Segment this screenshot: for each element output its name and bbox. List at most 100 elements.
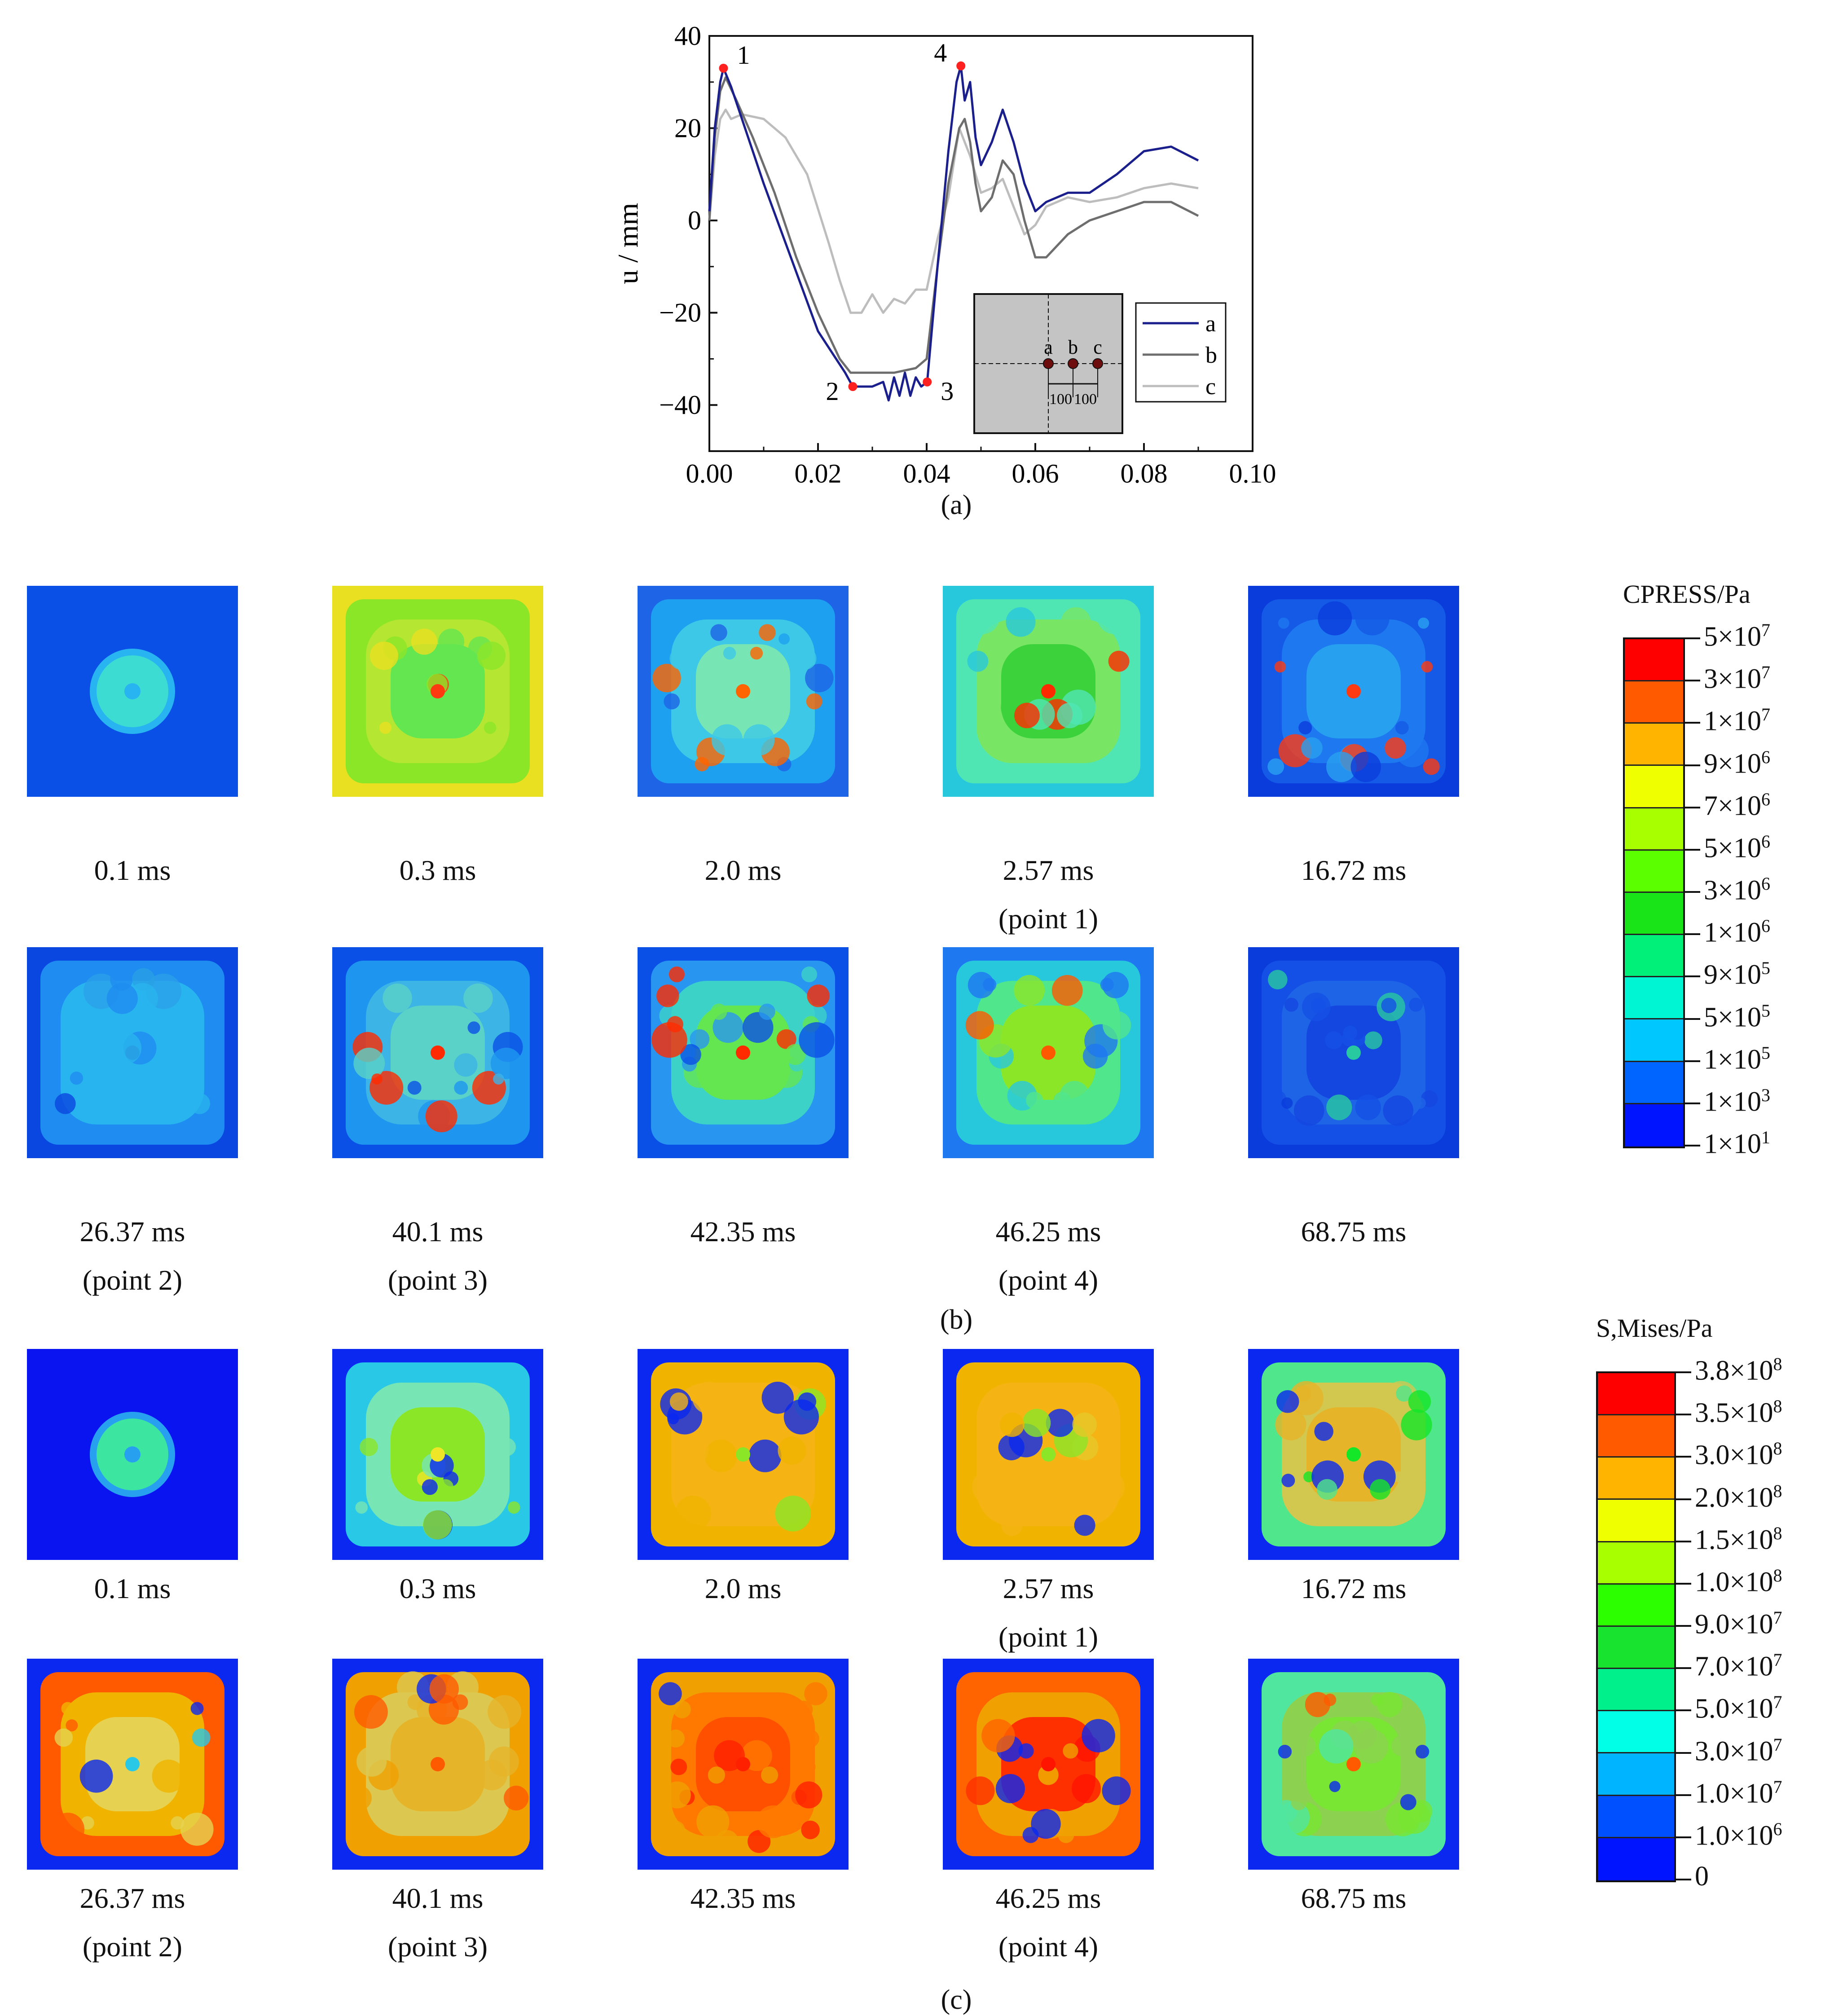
time-caption-line: 0.3 ms <box>399 854 476 886</box>
legend-value: 3.8×108 <box>1695 1353 1782 1387</box>
legend-value: 2.0×108 <box>1695 1480 1782 1514</box>
contour-patch <box>692 1381 725 1414</box>
contour-patch <box>656 984 679 1007</box>
legend-value-base: 7×10 <box>1704 791 1761 821</box>
contour-patch <box>189 1093 210 1114</box>
contour-patch <box>181 1072 195 1085</box>
contour-patch <box>1293 1095 1324 1126</box>
time-caption: 0.1 ms <box>7 1564 258 1613</box>
legend-swatch <box>1598 1415 1674 1458</box>
contour-tile <box>638 1659 849 1870</box>
time-caption: 40.1 ms (point 3) <box>312 1874 563 1971</box>
legend-value: 9×105 <box>1704 957 1770 991</box>
point-label: 2 <box>826 377 839 406</box>
legend-value-base: 1×10 <box>1704 1086 1761 1117</box>
contour-patch <box>1319 1729 1354 1764</box>
contour-patch <box>493 1073 504 1085</box>
contour-center <box>431 684 445 698</box>
contour-patch <box>995 1774 1025 1803</box>
contour-patch <box>1329 1781 1341 1792</box>
contour-plot <box>27 1659 238 1870</box>
legend-value: 1×106 <box>1704 915 1770 949</box>
contour-patch <box>667 1729 685 1748</box>
contour-patch <box>407 1080 422 1095</box>
contour-tile <box>27 586 238 797</box>
legend-value: 3.0×108 <box>1695 1438 1782 1471</box>
legend-value-exponent: 6 <box>1761 874 1770 894</box>
legend-swatch <box>1625 808 1683 851</box>
contour-patch <box>1278 1744 1292 1759</box>
contour-patch <box>696 1805 730 1838</box>
contour-patch <box>477 641 506 670</box>
legend-value: 1×101 <box>1704 1127 1770 1160</box>
contour-center <box>1041 684 1056 698</box>
time-caption-line: (point 3) <box>387 1264 488 1296</box>
contour-tile <box>638 1349 849 1560</box>
point-marker <box>848 382 858 391</box>
legend-value-exponent: 5 <box>1761 958 1770 979</box>
contour-plot <box>943 947 1154 1158</box>
contour-patch <box>1298 721 1312 735</box>
contour-patch <box>711 1003 727 1020</box>
time-caption: 42.35 ms <box>617 1874 869 1923</box>
contour-patch <box>353 1047 385 1079</box>
legend-value-base: 1×10 <box>1704 917 1761 948</box>
contour-tile <box>332 1349 543 1560</box>
legend-value: 1.0×106 <box>1695 1818 1782 1852</box>
contour-tile <box>1248 947 1459 1158</box>
contour-patch <box>429 1674 459 1704</box>
legend-tick <box>1676 1414 1691 1416</box>
legend-tick <box>1676 1836 1691 1838</box>
time-caption-line: 46.25 ms <box>995 1216 1101 1247</box>
contour-patch <box>1281 1474 1295 1487</box>
legend-value: 1.5×108 <box>1695 1523 1782 1556</box>
contour-patch <box>806 693 822 710</box>
legend-tick <box>1676 1582 1691 1585</box>
contour-plot <box>638 947 849 1158</box>
contour-patch <box>488 1695 522 1729</box>
contour-patch <box>1408 1390 1431 1413</box>
contour-tile <box>943 1659 1154 1870</box>
legend-value-exponent: 8 <box>1773 1480 1782 1501</box>
contour-patch <box>66 1719 78 1731</box>
y-tick-label: 20 <box>674 114 701 143</box>
contour-patch <box>1418 617 1429 629</box>
contour-patch <box>652 663 681 693</box>
legend-value-base: 0 <box>1695 1861 1709 1892</box>
contour-patch <box>423 1510 452 1540</box>
contour-patch <box>743 724 775 756</box>
time-caption: 26.37 ms (point 2) <box>7 1874 258 1971</box>
y-tick-label: 40 <box>674 21 701 51</box>
contour-patch <box>1268 970 1288 990</box>
time-caption-line: 0.1 ms <box>94 1572 171 1604</box>
legend-value: 1×105 <box>1704 1042 1770 1076</box>
contour-patch <box>61 1702 75 1715</box>
contour-plot <box>1248 1349 1459 1560</box>
contour-patch <box>484 721 497 734</box>
contour-center <box>1041 1757 1056 1771</box>
time-caption: 2.57 ms (point 1) <box>923 846 1174 943</box>
legend-value-base: 3×10 <box>1704 663 1761 694</box>
contour-patch <box>463 983 493 1013</box>
legend-value-base: 3.8×10 <box>1695 1355 1773 1386</box>
time-caption-line: 46.25 ms <box>995 1882 1101 1914</box>
contour-patch <box>1301 737 1323 759</box>
contour-center <box>431 1757 445 1771</box>
contour-tile <box>27 1659 238 1870</box>
contour-patch <box>1350 751 1381 782</box>
contour-plot <box>332 1349 543 1560</box>
contour-patch <box>708 1766 725 1784</box>
inset-point <box>1043 358 1054 369</box>
legend-tick <box>1676 1752 1691 1754</box>
point-marker <box>923 377 932 387</box>
time-caption: 0.3 ms <box>312 846 563 895</box>
legend-value-exponent: 8 <box>1773 1565 1782 1586</box>
contour-tile <box>27 947 238 1158</box>
contour-patch <box>152 1759 185 1793</box>
contour-patch <box>1031 1809 1061 1839</box>
contour-patch <box>1082 1719 1115 1752</box>
legend-value-base: 1×10 <box>1704 1129 1761 1160</box>
point-label: 3 <box>941 377 954 406</box>
contour-patch <box>1038 1765 1059 1785</box>
contour-plot <box>332 947 543 1158</box>
